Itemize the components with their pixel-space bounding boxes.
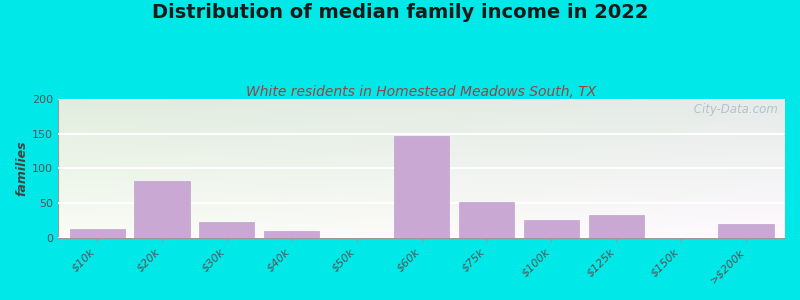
Bar bbox=[394, 136, 449, 238]
Bar bbox=[264, 231, 319, 238]
Bar bbox=[134, 181, 190, 238]
Bar bbox=[70, 229, 125, 238]
Bar bbox=[589, 215, 644, 238]
Text: City-Data.com: City-Data.com bbox=[690, 103, 778, 116]
Bar bbox=[524, 220, 579, 238]
Bar bbox=[718, 224, 774, 238]
Bar bbox=[459, 202, 514, 238]
Y-axis label: families: families bbox=[15, 140, 28, 196]
Text: Distribution of median family income in 2022: Distribution of median family income in … bbox=[152, 3, 648, 22]
Title: White residents in Homestead Meadows South, TX: White residents in Homestead Meadows Sou… bbox=[246, 85, 597, 99]
Bar bbox=[199, 222, 254, 238]
